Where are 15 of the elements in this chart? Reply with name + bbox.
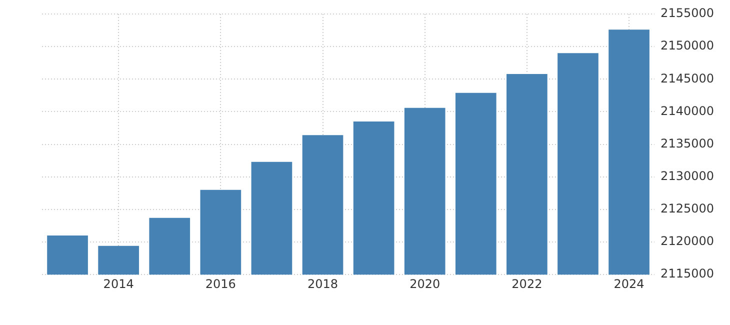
y-tick-label: 2135000	[660, 136, 714, 150]
y-tick-label: 2120000	[660, 234, 714, 248]
y-tick-label: 2150000	[660, 38, 714, 53]
y-tick-label: 2155000	[660, 6, 714, 20]
y-tick-label: 2125000	[660, 202, 714, 216]
x-tick-label: 2022	[512, 276, 542, 291]
x-tick-label: 2018	[307, 276, 338, 291]
x-tick-label: 2024	[614, 276, 644, 291]
x-tick-label: 2016	[205, 276, 236, 291]
y-tick-label: 2145000	[660, 71, 714, 86]
y-tick-label: 2115000	[660, 266, 714, 281]
x-tick-label: 2020	[410, 276, 440, 291]
y-tick-label: 2130000	[660, 169, 714, 183]
y-tick-label: 2140000	[660, 104, 714, 118]
x-tick-label: 2014	[103, 276, 134, 291]
